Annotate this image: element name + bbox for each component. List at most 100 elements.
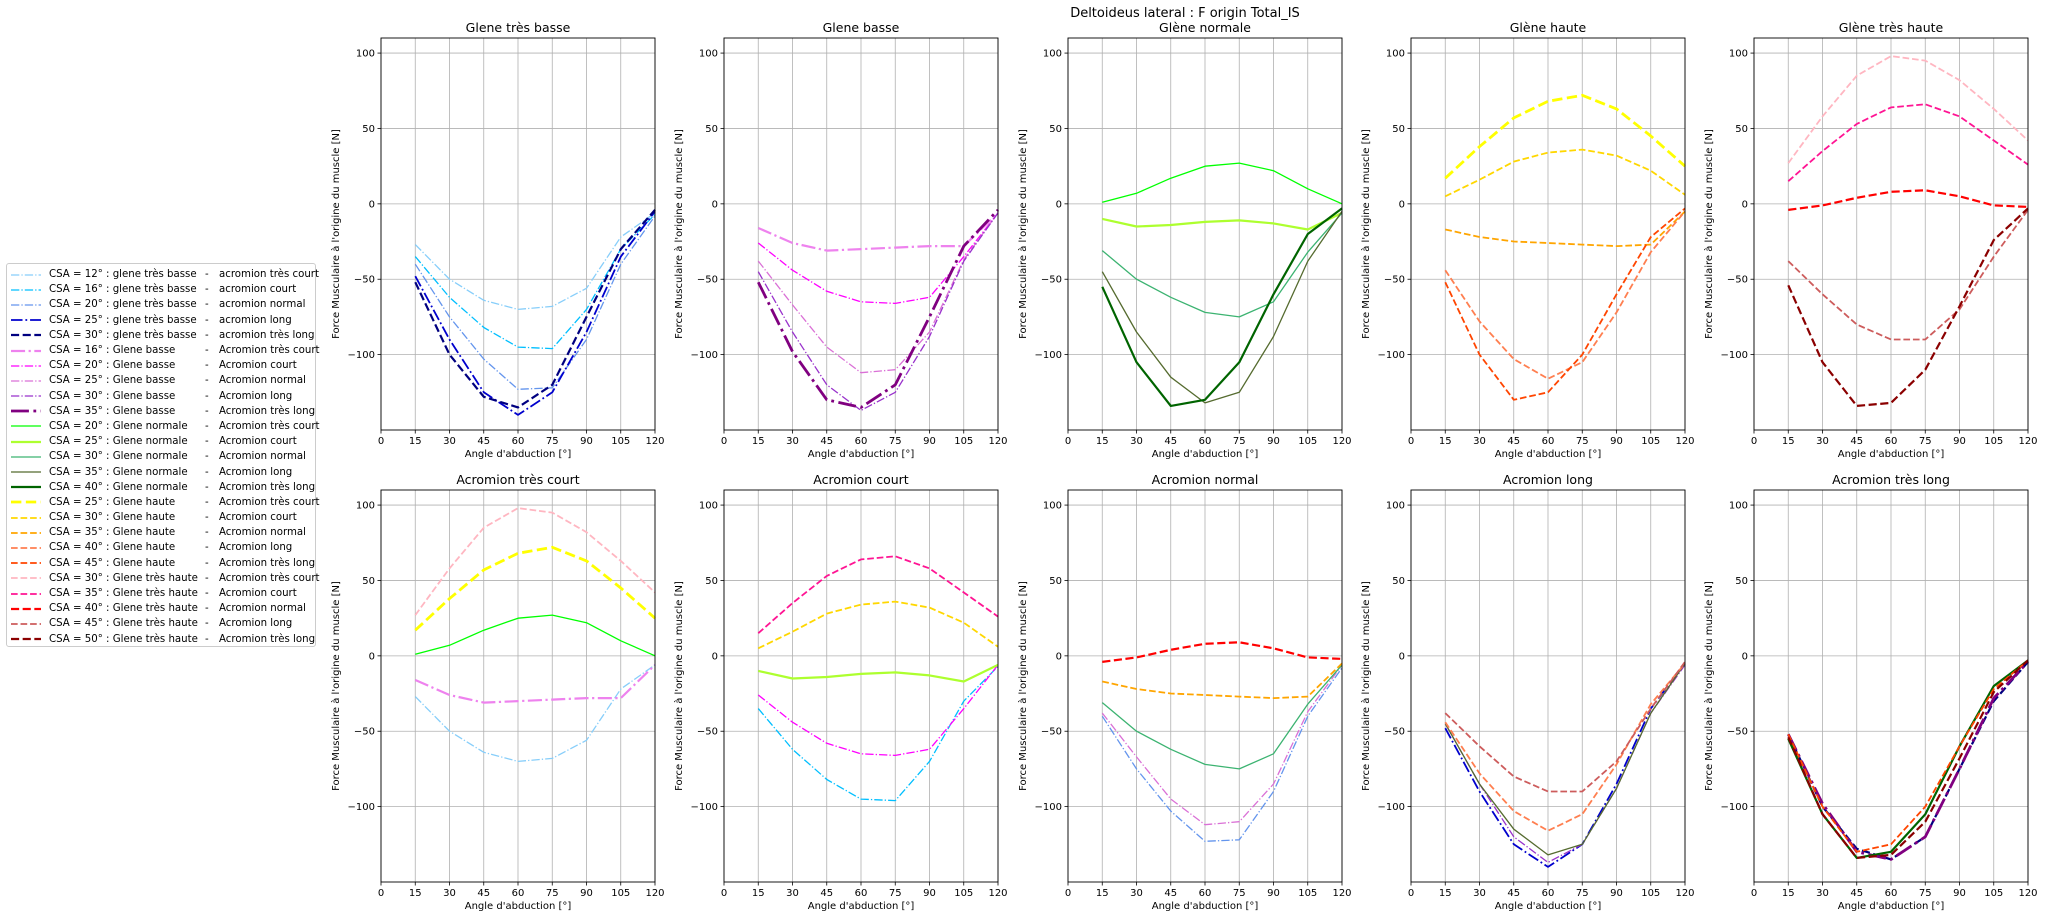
legend-label: CSA = 40° : Glene très haute — [49, 603, 198, 615]
y-tick-label: 100 — [1729, 501, 1748, 512]
x-tick-label: 75 — [1576, 888, 1589, 899]
subplot: 0 15 30 45 60 75 90 105 120 −100 −50 0 50 100 Glène ha… — [1360, 20, 1695, 460]
y-tick-label: 50 — [1735, 576, 1748, 587]
subplot: 0 15 30 45 60 75 90 105 120 −100 −50 0 50 100 Acromion… — [1360, 472, 1695, 912]
x-tick-label: 75 — [889, 436, 902, 447]
x-tick-label: 75 — [1576, 436, 1589, 447]
legend-swatch — [11, 304, 41, 306]
x-tick-label: 0 — [721, 436, 727, 447]
subplot: 0 15 30 45 60 75 90 105 120 −100 −50 0 50 100 Acromion… — [1017, 472, 1352, 912]
x-tick-label: 105 — [611, 888, 630, 899]
legend-label: CSA = 35° : Glene très haute — [49, 588, 198, 600]
legend-label: acromion long — [219, 314, 292, 326]
subplot: 0 15 30 45 60 75 90 105 120 −100 −50 0 50 100 Glene ba… — [673, 20, 1008, 460]
x-tick-label: 90 — [923, 436, 936, 447]
x-tick-label: 105 — [954, 888, 973, 899]
y-tick-label: −100 — [1378, 350, 1405, 361]
series-line — [1787, 659, 2029, 853]
legend-label: Acromion normal — [219, 527, 306, 539]
x-tick-label: 30 — [786, 436, 799, 447]
legend-label: Acromion très court — [219, 420, 320, 432]
legend-separator: - — [205, 542, 209, 554]
x-tick-label: 45 — [477, 888, 490, 899]
legend-label: Acromion long — [219, 390, 293, 402]
legend-label: CSA = 30° : Glene haute — [49, 512, 176, 524]
y-tick-label: 0 — [369, 199, 375, 210]
x-tick-label: 0 — [1065, 436, 1071, 447]
legend-label: CSA = 16° : Glene basse — [49, 345, 176, 357]
legend-swatch — [11, 531, 41, 534]
legend-separator: - — [205, 466, 209, 478]
x-tick-label: 30 — [443, 436, 456, 447]
x-tick-label: 120 — [2018, 436, 2037, 447]
legend-separator: - — [205, 618, 209, 630]
legend-separator: - — [205, 557, 209, 569]
legend-swatch — [11, 607, 41, 610]
x-tick-label: 105 — [1641, 436, 1660, 447]
x-tick-label: 15 — [1782, 888, 1795, 899]
x-tick-label: 105 — [954, 436, 973, 447]
y-tick-label: 0 — [1742, 651, 1748, 662]
legend-label: CSA = 30° : Glene basse — [49, 390, 176, 402]
legend-label: Acromion très long — [219, 557, 316, 569]
y-tick-label: 50 — [362, 576, 375, 587]
x-tick-label: 0 — [1408, 888, 1414, 899]
x-tick-label: 45 — [477, 436, 490, 447]
series-line — [757, 665, 999, 802]
subplot-title: Acromion très long — [1832, 472, 1950, 487]
legend-label: Acromion très long — [219, 481, 316, 493]
y-tick-label: 50 — [1392, 124, 1405, 135]
y-tick-label: 50 — [705, 124, 718, 135]
subplot: 0 15 30 45 60 75 90 105 120 −100 −50 0 50 100 Acromion… — [1703, 472, 2038, 912]
x-tick-label: 0 — [378, 888, 384, 899]
y-tick-label: 100 — [1043, 49, 1062, 60]
subplot-title: Acromion très court — [456, 472, 579, 487]
legend-entry: CSA = 25° : Glene normale - Acromion court — [11, 434, 315, 449]
legend-swatch — [11, 273, 41, 276]
series-line — [757, 212, 999, 252]
legend-swatch — [11, 486, 41, 489]
x-tick-label: 45 — [1164, 888, 1177, 899]
legend-label: Acromion court — [219, 588, 297, 600]
legend-swatch — [11, 380, 41, 382]
x-axis-label: Angle d'abduction [°] — [808, 901, 915, 912]
x-tick-label: 60 — [855, 888, 868, 899]
x-axis-label: Angle d'abduction [°] — [1152, 449, 1259, 460]
x-tick-label: 105 — [1984, 888, 2003, 899]
x-axis-label: Angle d'abduction [°] — [1838, 901, 1945, 912]
x-tick-label: 90 — [1610, 436, 1623, 447]
y-tick-label: 0 — [1056, 651, 1062, 662]
x-tick-label: 0 — [378, 436, 384, 447]
y-tick-label: 100 — [1386, 501, 1405, 512]
x-tick-label: 0 — [1408, 436, 1414, 447]
x-tick-label: 90 — [1953, 436, 1966, 447]
y-tick-label: 0 — [369, 651, 375, 662]
legend-label: Acromion normal — [219, 603, 306, 615]
subplot-title: Glène très haute — [1839, 20, 1944, 35]
legend-label: acromion très court — [219, 269, 319, 281]
legend-label: acromion normal — [219, 299, 306, 311]
legend-label: CSA = 35° : Glene basse — [49, 405, 176, 417]
legend-label: Acromion très court — [219, 572, 320, 584]
legend-swatch — [11, 289, 41, 291]
legend-separator: - — [205, 405, 209, 417]
legend-entry: CSA = 16° : glene très basse - acromion co… — [11, 282, 315, 297]
legend-label: Acromion très long — [219, 405, 316, 417]
x-tick-label: 90 — [580, 436, 593, 447]
y-tick-label: −100 — [1035, 802, 1062, 813]
legend-separator: - — [205, 512, 209, 524]
x-axis-label: Angle d'abduction [°] — [808, 449, 915, 460]
y-tick-label: −50 — [697, 275, 718, 286]
y-tick-label: −50 — [1727, 727, 1748, 738]
series-line — [1101, 664, 1343, 770]
legend-entry: CSA = 40° : Glene très haute - Acromion no… — [11, 601, 315, 616]
y-tick-label: 0 — [712, 199, 718, 210]
legend-label: Acromion long — [219, 618, 293, 630]
legend-separator: - — [205, 633, 209, 645]
legend-label: Acromion court — [219, 436, 297, 448]
y-tick-label: −50 — [1727, 275, 1748, 286]
y-tick-label: −50 — [354, 727, 375, 738]
legend-separator: - — [205, 269, 209, 281]
y-tick-label: 50 — [1735, 124, 1748, 135]
legend-label: CSA = 45° : Glene haute — [49, 557, 176, 569]
